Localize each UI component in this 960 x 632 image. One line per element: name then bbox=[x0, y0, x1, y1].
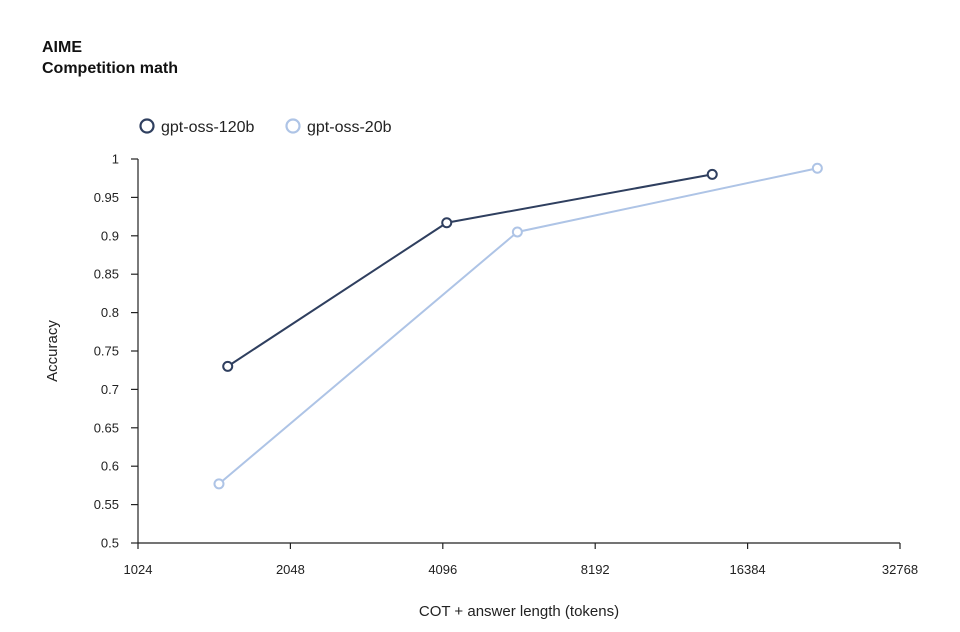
data-point bbox=[222, 360, 234, 372]
x-tick-label: 1024 bbox=[124, 562, 153, 577]
y-tick-label: 1 bbox=[112, 152, 119, 167]
chart-title: AIME bbox=[42, 39, 82, 56]
y-tick-label: 0.65 bbox=[94, 420, 119, 435]
data-point bbox=[811, 162, 823, 174]
series-line bbox=[227, 173, 713, 368]
y-axis-label: Accuracy bbox=[44, 320, 61, 382]
x-tick-label: 32768 bbox=[882, 562, 918, 577]
data-point bbox=[511, 226, 523, 238]
y-tick-label: 0.5 bbox=[101, 536, 119, 551]
y-tick-label: 0.55 bbox=[94, 497, 119, 512]
y-tick-label: 0.7 bbox=[101, 382, 119, 397]
data-point bbox=[213, 478, 225, 490]
chart-subtitle: Competition math bbox=[42, 60, 178, 77]
y-tick-label: 0.95 bbox=[94, 190, 119, 205]
legend-label: gpt-oss-120b bbox=[161, 119, 254, 136]
y-tick-label: 0.9 bbox=[101, 228, 119, 243]
series-gpt-oss-20b bbox=[213, 162, 823, 490]
x-tick-label: 4096 bbox=[428, 562, 457, 577]
legend-marker bbox=[139, 118, 155, 134]
x-tick-label: 8192 bbox=[581, 562, 610, 577]
y-tick-label: 0.75 bbox=[94, 344, 119, 359]
x-axis-label: COT + answer length (tokens) bbox=[419, 603, 619, 620]
series-line bbox=[218, 167, 818, 485]
y-tick-label: 0.85 bbox=[94, 267, 119, 282]
legend-label: gpt-oss-20b bbox=[307, 119, 392, 136]
series-group bbox=[213, 162, 823, 490]
data-point bbox=[441, 217, 453, 229]
series-gpt-oss-120b bbox=[222, 168, 718, 372]
chart-title-block: AIME Competition math bbox=[42, 37, 178, 79]
x-tick-label: 2048 bbox=[276, 562, 305, 577]
y-tick-label: 0.8 bbox=[101, 305, 119, 320]
legend: gpt-oss-120b gpt-oss-20b bbox=[139, 118, 392, 136]
data-point bbox=[706, 168, 718, 180]
x-tick-label: 16384 bbox=[730, 562, 766, 577]
x-axis-ticks: 1024 2048 4096 8192 16384 32768 bbox=[124, 543, 918, 577]
y-axis-ticks: 0.5 0.55 0.6 0.65 0.7 0.75 0.8 0.85 0.9 0.95 1 bbox=[94, 152, 138, 551]
y-tick-label: 0.6 bbox=[101, 459, 119, 474]
legend-marker bbox=[285, 118, 301, 134]
